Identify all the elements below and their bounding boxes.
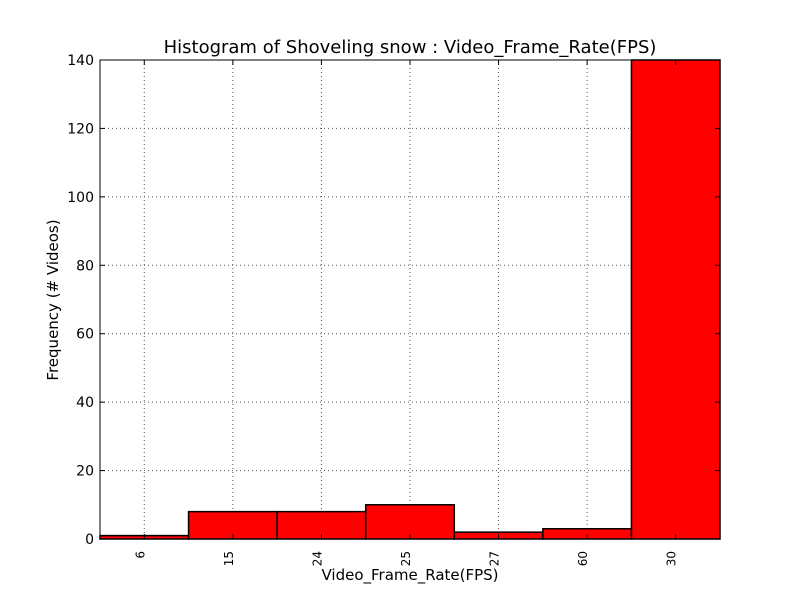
y-tick-labels: 0 20 40 60 80 100 120 140 — [67, 53, 94, 548]
y-tick-label: 20 — [76, 464, 94, 480]
plot-frame — [99, 59, 721, 540]
chart-title: Histogram of Shoveling snow : Video_Fram… — [164, 37, 657, 58]
x-tick-label: 24 — [310, 551, 324, 566]
x-tick-labels: 6 15 24 25 27 60 30 — [133, 551, 678, 566]
grid-lines — [100, 60, 720, 539]
x-tick-label: 6 — [133, 551, 147, 559]
x-tick-label: 15 — [222, 551, 236, 566]
bar-30 — [630, 59, 721, 540]
y-tick-label: 40 — [76, 395, 94, 411]
y-tick-label: 80 — [76, 258, 94, 274]
bar-25 — [364, 504, 456, 540]
axis-ticks — [100, 59, 720, 540]
y-tick-label: 120 — [67, 121, 94, 137]
bars — [99, 59, 721, 540]
y-tick-label: 140 — [67, 53, 94, 69]
y-tick-label: 100 — [67, 190, 94, 206]
x-tick-label: 60 — [576, 551, 590, 566]
x-tick-label: 27 — [488, 551, 502, 566]
x-tick-label: 30 — [665, 551, 679, 566]
y-axis-label: Frequency (# Videos) — [44, 219, 62, 380]
y-tick-label: 60 — [76, 327, 94, 343]
x-axis-label: Video_Frame_Rate(FPS) — [321, 566, 498, 585]
y-tick-label: 0 — [85, 532, 94, 548]
x-tick-label: 25 — [399, 551, 413, 566]
